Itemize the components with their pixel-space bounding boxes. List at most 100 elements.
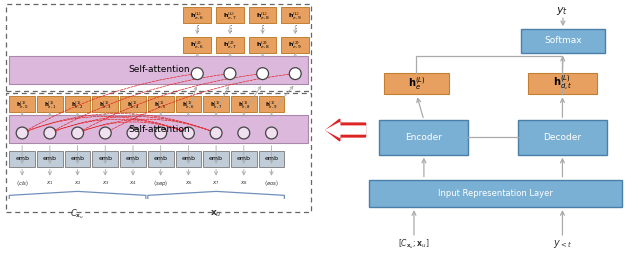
Text: $\mathbf{h}_{e,8}^{(1)}$: $\mathbf{h}_{e,8}^{(1)}$ (237, 99, 250, 110)
Bar (9, 151, 35, 167)
Circle shape (224, 68, 236, 80)
Bar (148, 96, 173, 112)
Text: emb: emb (70, 156, 84, 161)
Bar (231, 96, 257, 112)
Text: emb: emb (264, 156, 278, 161)
Text: $C_{\mathbf{x}_u}$: $C_{\mathbf{x}_u}$ (70, 207, 84, 221)
Bar (521, 29, 605, 53)
Circle shape (155, 127, 166, 139)
Text: Input Representation Layer: Input Representation Layer (438, 189, 553, 198)
Text: Encoder: Encoder (405, 133, 442, 142)
Text: $\mathbf{x}_u$: $\mathbf{x}_u$ (211, 209, 222, 219)
Text: $\mathbf{h}_{e,7}^{(1)}$: $\mathbf{h}_{e,7}^{(1)}$ (210, 99, 222, 110)
Text: Self-attention: Self-attention (128, 124, 189, 134)
Bar (184, 7, 211, 23)
Text: $\mathbf{h}_{e,6}^{(2)}$: $\mathbf{h}_{e,6}^{(2)}$ (190, 40, 204, 50)
Bar (9, 96, 35, 112)
Text: $\mathbf{h}_{e,4}^{(1)}$: $\mathbf{h}_{e,4}^{(1)}$ (127, 99, 140, 110)
Text: $\mathbf{h}_e^{(L)}$: $\mathbf{h}_e^{(L)}$ (408, 75, 425, 92)
Circle shape (210, 127, 222, 139)
Bar (259, 151, 284, 167)
Bar (6, 4, 311, 92)
Text: $\langle sep\rangle$: $\langle sep\rangle$ (153, 178, 168, 189)
Bar (282, 7, 309, 23)
Text: ⋮: ⋮ (226, 24, 234, 33)
Bar (92, 96, 118, 112)
Text: $\mathbf{h}_{e,1}^{(1)}$: $\mathbf{h}_{e,1}^{(1)}$ (44, 99, 56, 110)
Bar (175, 96, 201, 112)
Bar (184, 37, 211, 53)
Bar (204, 96, 229, 112)
Text: $\mathbf{h}_{e,7}^{(L)}$: $\mathbf{h}_{e,7}^{(L)}$ (223, 10, 237, 21)
Bar (9, 115, 308, 143)
Bar (204, 151, 229, 167)
Text: ⋮: ⋮ (193, 24, 202, 33)
Bar (120, 151, 146, 167)
Text: $\langle cls\rangle$: $\langle cls\rangle$ (15, 178, 29, 189)
Text: $\mathbf{h}_{d,t}^{(L)}$: $\mathbf{h}_{d,t}^{(L)}$ (552, 74, 572, 93)
Circle shape (99, 127, 111, 139)
Bar (231, 151, 257, 167)
Bar (65, 151, 90, 167)
Bar (37, 151, 63, 167)
Text: $\mathbf{h}_{e,7}^{(2)}$: $\mathbf{h}_{e,7}^{(2)}$ (223, 40, 237, 50)
Text: $\mathbf{h}_{e,6}^{(L)}$: $\mathbf{h}_{e,6}^{(L)}$ (190, 10, 204, 21)
Bar (528, 73, 597, 94)
Text: $y_{<t}$: $y_{<t}$ (553, 238, 572, 250)
Text: emb: emb (237, 156, 251, 161)
Text: emb: emb (15, 156, 29, 161)
Circle shape (238, 127, 250, 139)
Text: $\mathbf{h}_{e,8}^{(L)}$: $\mathbf{h}_{e,8}^{(L)}$ (255, 10, 269, 21)
Bar (380, 120, 468, 155)
Text: ⋮: ⋮ (259, 24, 267, 33)
Bar (259, 96, 284, 112)
Bar (6, 93, 311, 212)
Bar (175, 151, 201, 167)
Text: $\mathbf{h}_{e,2}^{(1)}$: $\mathbf{h}_{e,2}^{(1)}$ (72, 99, 84, 110)
Text: $\mathbf{h}_{e,3}^{(1)}$: $\mathbf{h}_{e,3}^{(1)}$ (99, 99, 111, 110)
Text: $\mathbf{h}_{e,9}^{(2)}$: $\mathbf{h}_{e,9}^{(2)}$ (289, 40, 302, 50)
Bar (120, 96, 146, 112)
Text: $x_4$: $x_4$ (129, 180, 137, 188)
Bar (385, 73, 449, 94)
Text: $\mathbf{h}_{e,8}^{(2)}$: $\mathbf{h}_{e,8}^{(2)}$ (255, 40, 269, 50)
Text: emb: emb (154, 156, 168, 161)
Text: $\mathbf{h}_{e,6}^{(1)}$: $\mathbf{h}_{e,6}^{(1)}$ (182, 99, 195, 110)
Text: $y_t$: $y_t$ (556, 5, 568, 17)
Text: $\mathbf{h}_{e,5}^{(1)}$: $\mathbf{h}_{e,5}^{(1)}$ (154, 99, 167, 110)
Bar (282, 37, 309, 53)
Bar (92, 151, 118, 167)
Circle shape (191, 68, 204, 80)
Text: Self-attention: Self-attention (128, 65, 189, 74)
Text: Decoder: Decoder (543, 133, 582, 142)
Text: emb: emb (99, 156, 112, 161)
Circle shape (257, 68, 269, 80)
Text: $\mathbf{h}_{e,0}^{(1)}$: $\mathbf{h}_{e,0}^{(1)}$ (16, 99, 28, 110)
Circle shape (289, 68, 301, 80)
Bar (9, 56, 308, 84)
Bar (518, 120, 607, 155)
Text: emb: emb (126, 156, 140, 161)
Bar (249, 37, 276, 53)
Text: ⋮: ⋮ (291, 24, 300, 33)
Text: $\mathbf{h}_{e,9}^{(L)}$: $\mathbf{h}_{e,9}^{(L)}$ (289, 10, 302, 21)
Circle shape (182, 127, 195, 139)
Text: Softmax: Softmax (544, 36, 582, 45)
Circle shape (16, 127, 28, 139)
Text: $\langle eos\rangle$: $\langle eos\rangle$ (264, 178, 279, 189)
FancyArrow shape (326, 123, 365, 138)
Circle shape (266, 127, 278, 139)
Bar (249, 7, 276, 23)
Text: $x_3$: $x_3$ (102, 180, 109, 188)
Text: $\mathbf{h}_{e,9}^{(1)}$: $\mathbf{h}_{e,9}^{(1)}$ (265, 99, 278, 110)
Text: emb: emb (43, 156, 57, 161)
Text: emb: emb (209, 156, 223, 161)
Bar (216, 7, 244, 23)
Circle shape (127, 127, 139, 139)
Bar (148, 151, 173, 167)
Circle shape (44, 127, 56, 139)
Bar (37, 96, 63, 112)
Circle shape (72, 127, 83, 139)
Text: $x_1$: $x_1$ (46, 180, 54, 188)
Bar (216, 37, 244, 53)
